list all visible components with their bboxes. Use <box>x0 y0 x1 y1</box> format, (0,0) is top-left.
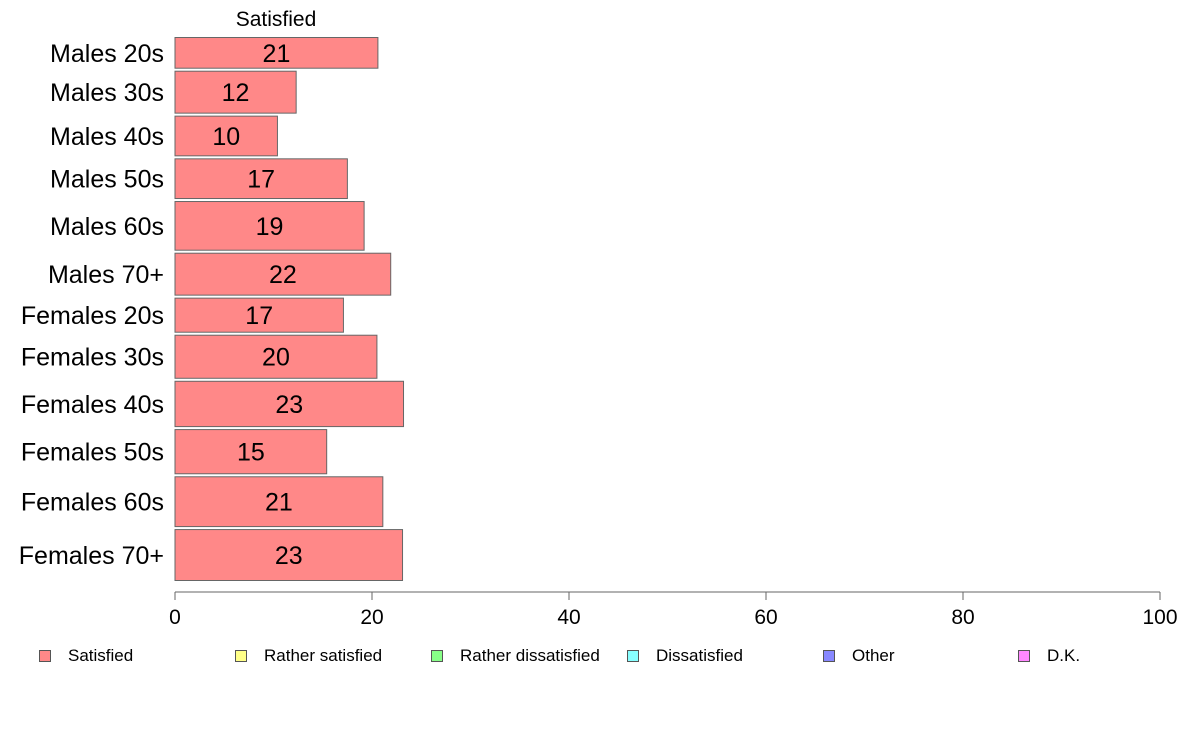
legend-label: Satisfied <box>68 646 134 665</box>
data-label: 23 <box>275 542 303 570</box>
category-label: Females 70+ <box>19 542 164 570</box>
legend-swatch <box>39 650 51 662</box>
legend-swatch <box>431 650 443 662</box>
category-label: Males 50s <box>50 166 164 194</box>
x-tick-label: 80 <box>951 606 974 629</box>
bar <box>174 476 384 528</box>
data-label: 10 <box>212 123 240 151</box>
legend-item: Other <box>823 645 895 667</box>
bar <box>174 380 405 428</box>
legend-item: Rather dissatisfied <box>431 645 600 667</box>
bar <box>174 252 392 296</box>
bar <box>174 529 404 582</box>
category-label: Females 30s <box>21 344 164 372</box>
legend-item: Dissatisfied <box>627 645 743 667</box>
category-label: Males 60s <box>50 213 164 241</box>
legend-item: Rather satisfied <box>235 645 382 667</box>
bar <box>174 158 348 200</box>
legend-swatch <box>1018 650 1030 662</box>
bar-chart: Satisfied Males 20s 21 Males 30s 12 Males 40… <box>19 8 1178 629</box>
x-tick-label: 40 <box>557 606 580 629</box>
category-label: Males 30s <box>50 79 164 107</box>
data-label: 20 <box>262 344 290 372</box>
category-label: Females 20s <box>21 302 164 330</box>
legend-label: D.K. <box>1047 646 1081 665</box>
category-label: Females 50s <box>21 439 164 467</box>
x-tick-label: 20 <box>360 606 383 629</box>
x-tick-label: 60 <box>754 606 777 629</box>
legend-label: Other <box>852 646 895 665</box>
legend-swatch <box>823 650 835 662</box>
chart-title: Satisfied <box>236 8 317 31</box>
data-label: 22 <box>269 261 297 289</box>
legend-label: Rather dissatisfied <box>460 646 600 665</box>
category-label: Males 20s <box>50 40 164 68</box>
data-label: 19 <box>256 213 284 241</box>
legend-item: Satisfied <box>39 645 133 667</box>
data-label: 23 <box>275 391 303 419</box>
legend-swatch <box>235 650 247 662</box>
data-label: 15 <box>237 439 265 467</box>
bar <box>174 429 328 475</box>
data-label: 17 <box>247 166 275 194</box>
x-axis: 0 20 40 60 80 100 <box>169 591 1178 629</box>
category-label: Males 70+ <box>48 261 164 289</box>
legend: Satisfied Rather satisfied Rather dissatis… <box>0 645 1188 667</box>
bar <box>174 37 379 69</box>
x-tick-label: 100 <box>1142 606 1177 629</box>
data-label: 17 <box>245 302 273 330</box>
category-label: Females 60s <box>21 489 164 517</box>
bar <box>174 297 344 333</box>
bar <box>174 201 365 251</box>
bar <box>174 70 297 114</box>
category-label: Males 40s <box>50 123 164 151</box>
legend-item: D.K. <box>1018 645 1080 667</box>
category-label: Females 40s <box>21 391 164 419</box>
data-label: 12 <box>222 79 250 107</box>
data-label: 21 <box>263 40 291 68</box>
legend-label: Dissatisfied <box>656 646 743 665</box>
legend-label: Rather satisfied <box>264 646 383 665</box>
data-label: 21 <box>265 489 293 517</box>
x-tick-label: 0 <box>169 606 181 629</box>
legend-swatch <box>627 650 639 662</box>
bars-layer: Males 20s 21 Males 30s 12 Males 40s 10 Males 5… <box>19 37 405 582</box>
bar <box>174 334 378 379</box>
bar <box>174 115 278 157</box>
